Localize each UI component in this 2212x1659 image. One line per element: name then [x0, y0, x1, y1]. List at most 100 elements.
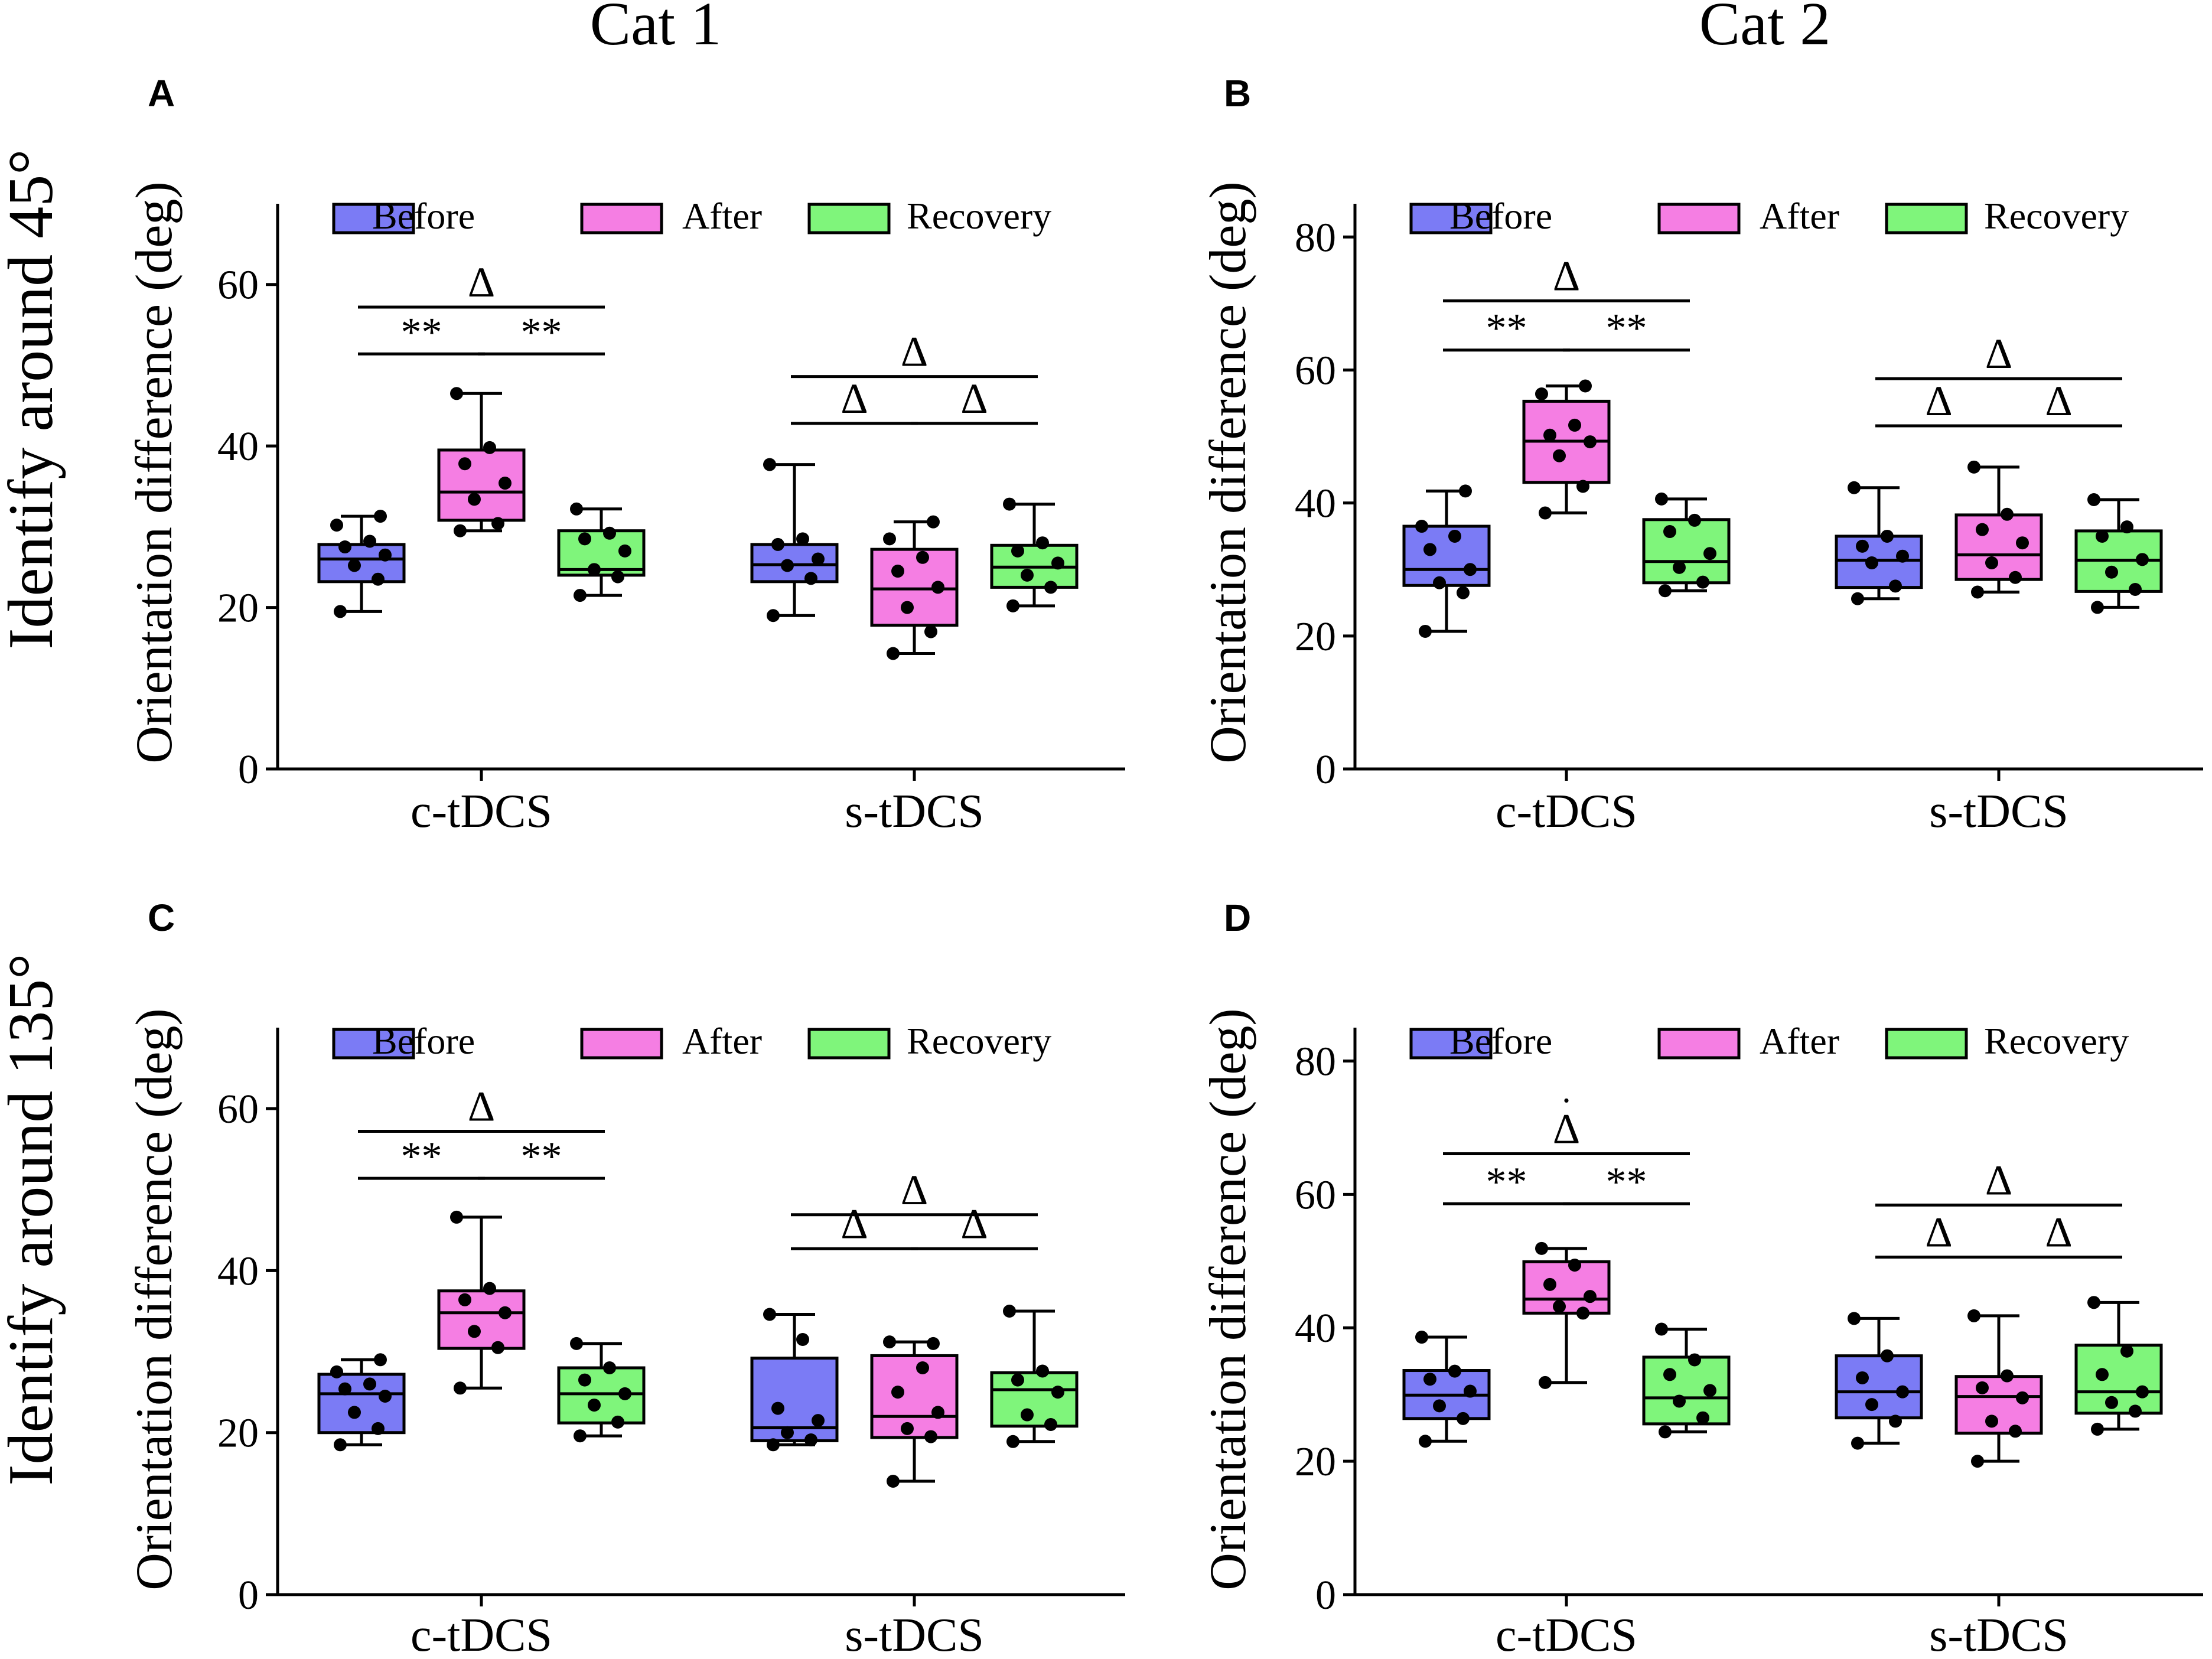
data-point: [618, 1387, 631, 1400]
legend-label: Recovery: [1984, 195, 2129, 237]
data-point: [468, 1325, 481, 1338]
data-point: [883, 532, 896, 546]
legend-swatch: [580, 203, 663, 234]
box-c-tdcs-before: [1402, 484, 1491, 638]
box-body: [1954, 1375, 2043, 1435]
legend-item-before: Before: [1409, 1020, 1552, 1062]
data-point: [1896, 549, 1909, 563]
data-point: [450, 387, 463, 400]
box-s-tdcs-after: [870, 515, 959, 660]
data-point: [1464, 1384, 1477, 1398]
y-tick-label: 80: [1295, 215, 1336, 260]
bracket-label-delta: Δ: [1553, 1105, 1580, 1152]
legend-swatch: [332, 203, 415, 234]
bracket-label-stars: **: [1486, 1159, 1527, 1205]
data-point: [1423, 1373, 1436, 1386]
data-point: [887, 1475, 900, 1488]
bracket-label-delta: Δ: [901, 328, 928, 376]
legend-swatch: [580, 1028, 663, 1060]
data-point: [1457, 1412, 1470, 1425]
data-point: [2009, 571, 2022, 584]
box-body: [1954, 513, 2043, 581]
data-point: [1021, 568, 1034, 582]
data-point: [1976, 1381, 1989, 1394]
y-tick-label: 20: [217, 1411, 259, 1456]
data-point: [1576, 480, 1589, 493]
box-c-tdcs-recovery: [557, 502, 646, 602]
data-point: [458, 457, 471, 471]
data-point: [491, 1341, 504, 1354]
box-body: [750, 543, 839, 584]
data-point: [763, 458, 776, 471]
significance-bracket: Δ: [1875, 330, 2122, 380]
significance-bracket: Δ: [1443, 252, 1690, 302]
data-point: [812, 552, 825, 566]
legend-label: Before: [372, 1020, 475, 1062]
panel-label: C: [148, 897, 175, 939]
data-point: [901, 1422, 914, 1435]
data-point: [1419, 1435, 1432, 1448]
data-point: [588, 563, 601, 576]
data-point: [1003, 1305, 1016, 1318]
data-point: [372, 572, 385, 586]
box-body: [1835, 1354, 1923, 1420]
data-point: [2087, 1296, 2100, 1309]
box-body: [870, 1354, 959, 1439]
bracket-label-delta: Δ: [2045, 1209, 2072, 1256]
box-c-tdcs-recovery: [1642, 492, 1731, 598]
data-point: [2009, 1425, 2022, 1438]
data-point: [330, 1365, 343, 1378]
bracket-label-delta: Δ: [1985, 1156, 2012, 1204]
legend-item-after: After: [580, 195, 762, 237]
data-point: [804, 1433, 817, 1447]
legend-swatch: [807, 1028, 891, 1060]
data-point: [1433, 1399, 1446, 1413]
x-tick-label: s-tDCS: [1929, 786, 2068, 837]
y-tick-label: 40: [217, 1249, 259, 1294]
data-point: [1553, 449, 1566, 462]
panels: A Orientation difference (deg) 0 20 40 60 c-tD…: [126, 72, 2203, 1659]
significance-bracket: Δ: [1875, 1156, 2122, 1207]
data-point: [483, 441, 496, 454]
data-point: [1663, 525, 1676, 539]
data-point: [1006, 1435, 1019, 1448]
data-point: [578, 532, 591, 546]
significance-bracket: **: [1563, 306, 1690, 352]
y-tick-label: 0: [1315, 747, 1336, 793]
box-s-tdcs-before: [1835, 1312, 1923, 1450]
data-point: [1703, 547, 1716, 560]
data-point: [781, 1426, 794, 1439]
x-tick-label: c-tDCS: [1496, 786, 1637, 837]
y-axis-label: Orientation difference (deg): [1200, 1008, 1257, 1590]
legend-item-recovery: Recovery: [1885, 1020, 2129, 1062]
legend-item-before: Before: [1409, 195, 1552, 237]
legend-item-recovery: Recovery: [1885, 195, 2129, 237]
data-point: [1568, 418, 1581, 432]
legend-swatch: [1409, 1028, 1493, 1060]
data-point: [1535, 1241, 1548, 1255]
legend-label: After: [1760, 1020, 1839, 1062]
legend-label: Recovery: [907, 1020, 1051, 1062]
legend-swatch: [332, 1028, 415, 1060]
box-c-tdcs-after: [437, 1210, 526, 1395]
legend-label: Recovery: [1984, 1020, 2129, 1062]
bracket-label-delta: Δ: [960, 1200, 988, 1247]
data-point: [1889, 579, 1902, 593]
significance-bracket: Δ: [1443, 1105, 1690, 1155]
legend: Before After Recovery: [332, 1020, 1051, 1062]
data-point: [578, 1373, 591, 1387]
panel-d: D Orientation difference (deg) 0 20 40 60 80 c-…: [1200, 897, 2203, 1659]
box-s-tdcs-recovery: [2074, 1296, 2163, 1436]
data-point: [1036, 1364, 1049, 1378]
significance-bracket: Δ: [1995, 1209, 2122, 1259]
box-s-tdcs-after: [870, 1335, 959, 1488]
bracket-label-delta: Δ: [841, 1200, 868, 1247]
data-point: [374, 510, 387, 523]
panel-b: B Orientation difference (deg) 0 20 40 60 80 c-…: [1200, 72, 2203, 837]
data-point: [1584, 1290, 1597, 1303]
data-point: [454, 1381, 467, 1395]
data-point: [2105, 1396, 2118, 1409]
y-tick-label: 40: [1295, 481, 1336, 527]
data-point: [1568, 1259, 1581, 1272]
